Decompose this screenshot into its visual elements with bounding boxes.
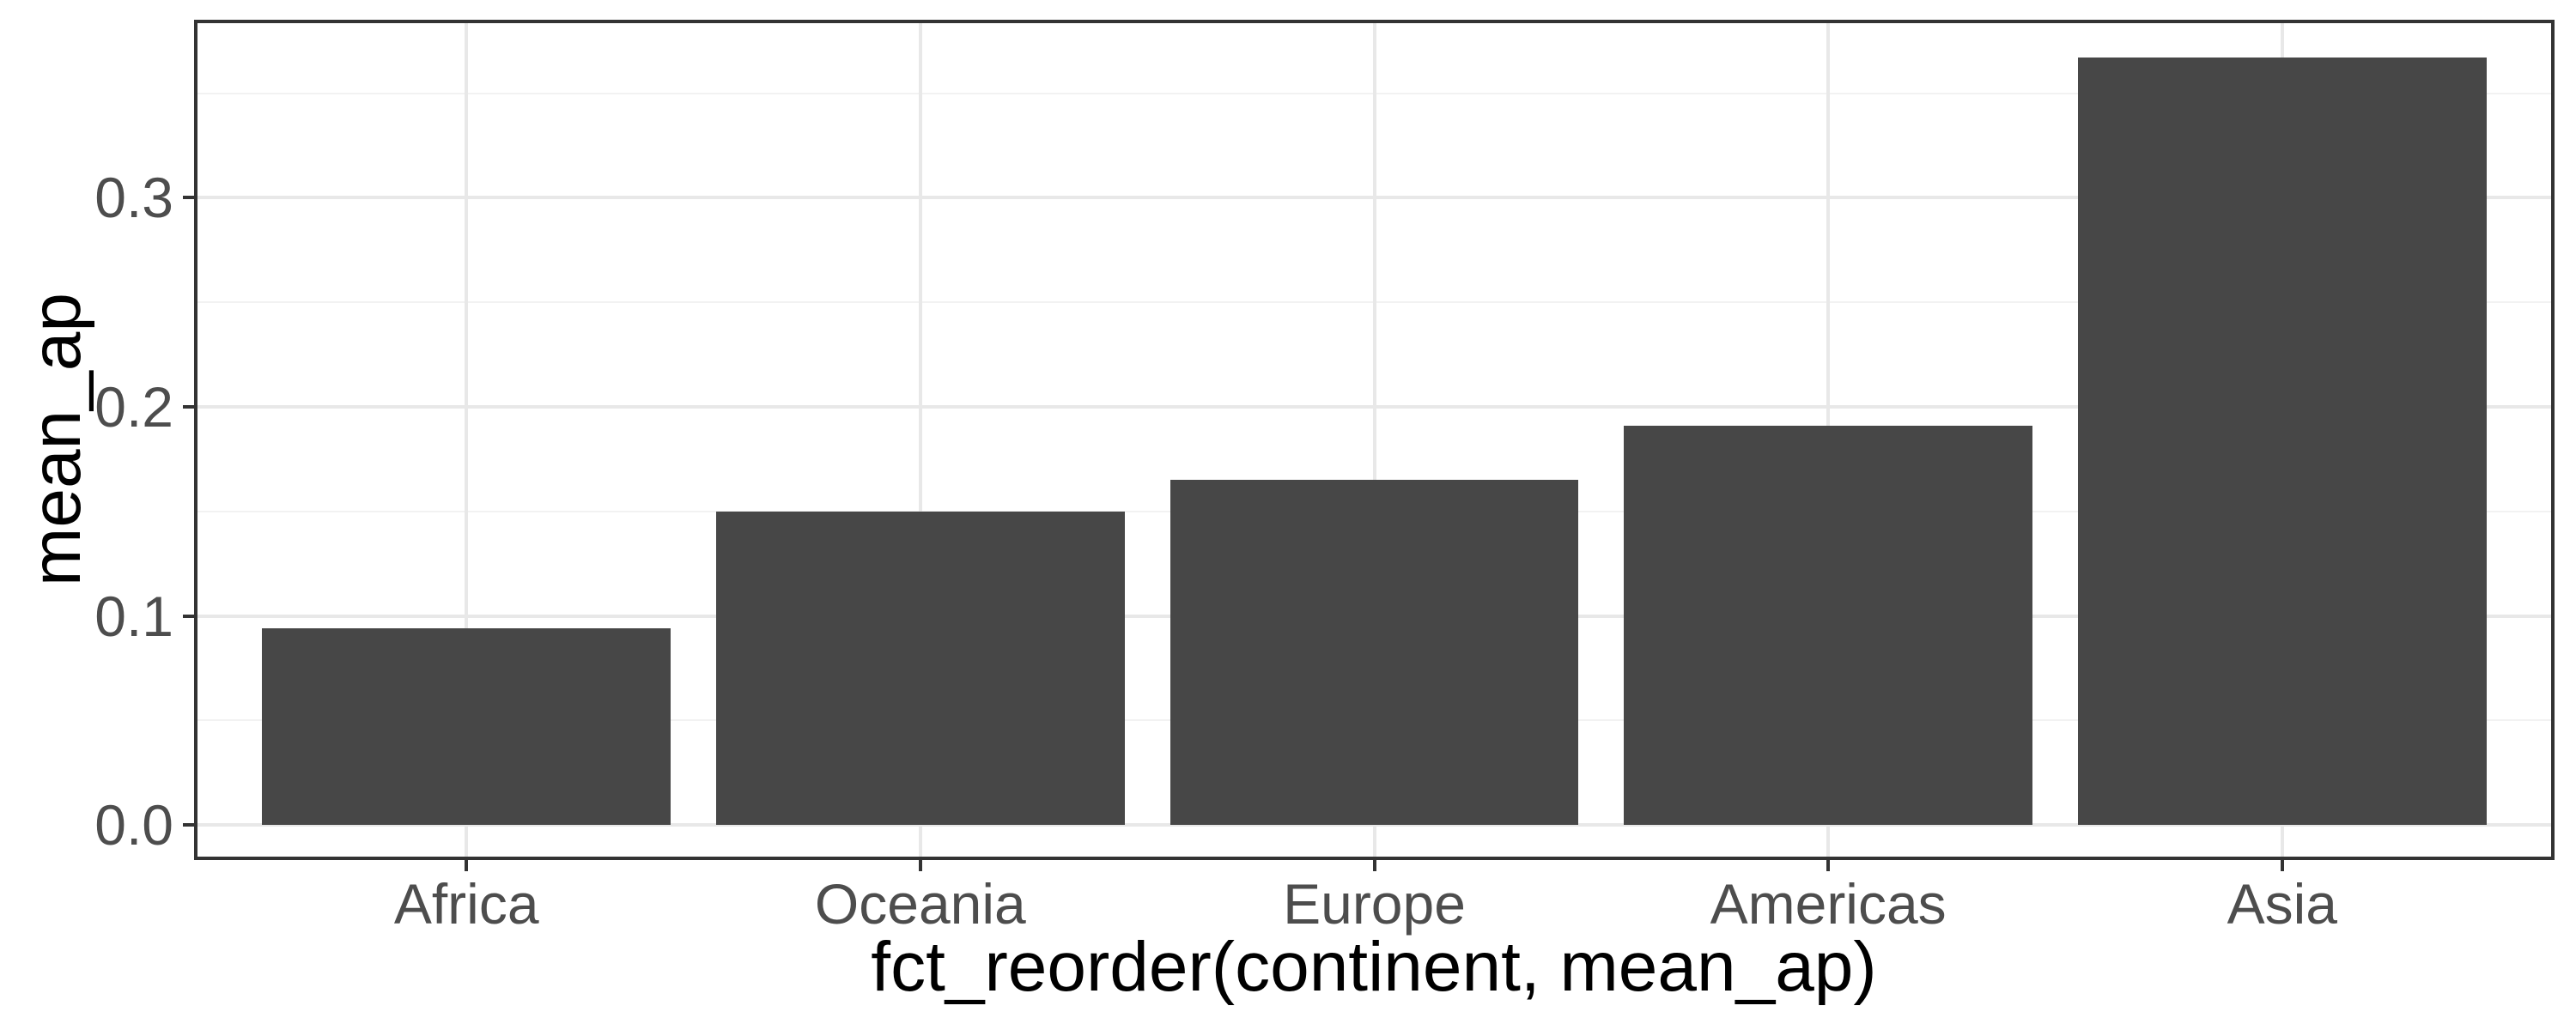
x-tick-mark bbox=[1372, 860, 1376, 871]
gridline-major-x-europe bbox=[1372, 20, 1376, 860]
gridline-major-x-africa bbox=[465, 20, 469, 860]
bar-oceania bbox=[715, 511, 1125, 826]
y-tick-mark bbox=[183, 405, 194, 409]
x-tick-label-europe: Europe bbox=[1283, 872, 1466, 936]
y-tick-label-0.1: 0.1 bbox=[94, 584, 173, 648]
y-tick-mark bbox=[183, 823, 194, 827]
x-tick-label-asia: Asia bbox=[2227, 872, 2337, 936]
x-tick-mark bbox=[2280, 860, 2284, 871]
bar-americas bbox=[1624, 425, 2033, 826]
bar-africa bbox=[262, 628, 671, 826]
y-tick-label-0.2: 0.2 bbox=[94, 375, 173, 439]
y-tick-label-0.0: 0.0 bbox=[94, 793, 173, 857]
x-tick-mark bbox=[918, 860, 922, 871]
x-tick-label-africa: Africa bbox=[393, 872, 539, 936]
x-tick-label-americas: Americas bbox=[1710, 872, 1947, 936]
y-tick-mark bbox=[183, 196, 194, 200]
x-axis-title: fct_reorder(continent, mean_ap) bbox=[871, 928, 1877, 1006]
x-tick-label-oceania: Oceania bbox=[814, 872, 1026, 936]
x-tick-mark bbox=[1826, 860, 1831, 871]
plot-panel bbox=[194, 20, 2555, 860]
y-axis-title: mean_ap bbox=[17, 293, 95, 586]
y-tick-label-0.3: 0.3 bbox=[94, 166, 173, 230]
bar-europe bbox=[1170, 480, 1579, 826]
gridline-major-x-oceania bbox=[918, 20, 922, 860]
bar-asia bbox=[2077, 58, 2487, 826]
y-tick-mark bbox=[183, 614, 194, 618]
x-tick-mark bbox=[465, 860, 469, 871]
